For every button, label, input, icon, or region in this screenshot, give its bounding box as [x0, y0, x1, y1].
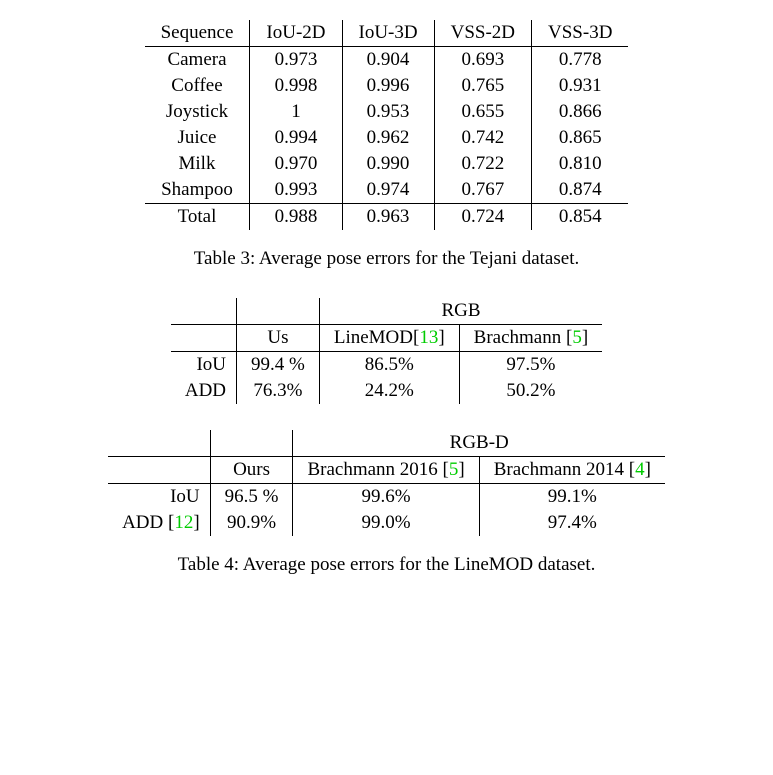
table-row: Joystick 1 0.953 0.655 0.866 — [145, 99, 629, 125]
citation-ref: 12 — [174, 512, 193, 533]
col-brachmann2016: Brachmann 2016 [5] — [293, 457, 479, 484]
table-row: Shampoo 0.993 0.974 0.767 0.874 — [145, 177, 629, 204]
cell: Milk — [145, 151, 250, 177]
cell: 0.931 — [532, 73, 629, 99]
row-label: ADD [12] — [108, 510, 210, 536]
group-header: RGB — [319, 298, 602, 325]
row-label: IoU — [108, 484, 210, 511]
cell: 0.854 — [532, 204, 629, 231]
table-total-row: Total 0.988 0.963 0.724 0.854 — [145, 204, 629, 231]
row-label: ADD — [171, 378, 237, 404]
cell: Juice — [145, 125, 250, 151]
col-vss2d: VSS-2D — [434, 20, 531, 47]
table4-caption: Table 4: Average pose errors for the Lin… — [30, 554, 743, 576]
citation-ref: 5 — [572, 327, 582, 348]
table-row: IoU 96.5 % 99.6% 99.1% — [108, 484, 665, 511]
col-brachmann2014: Brachmann 2014 [4] — [479, 457, 665, 484]
cell: Coffee — [145, 73, 250, 99]
table-header-row: Sequence IoU-2D IoU-3D VSS-2D VSS-3D — [145, 20, 629, 47]
cell: 0.724 — [434, 204, 531, 231]
linemod-rgb-table: RGB Us LineMOD[13] Brachmann [5] IoU 99.… — [171, 298, 602, 404]
col-iou2d: IoU-2D — [250, 20, 342, 47]
col-sequence: Sequence — [145, 20, 250, 47]
cell: 0.865 — [532, 125, 629, 151]
cell: 0.722 — [434, 151, 531, 177]
cell: 0.996 — [342, 73, 434, 99]
cell: Joystick — [145, 99, 250, 125]
row-label: IoU — [171, 352, 237, 379]
col-vss3d: VSS-3D — [532, 20, 629, 47]
cell: 0.953 — [342, 99, 434, 125]
tejani-table: Sequence IoU-2D IoU-3D VSS-2D VSS-3D Cam… — [145, 20, 629, 230]
cell: 86.5% — [319, 352, 459, 379]
col-us: Us — [237, 325, 320, 352]
linemod-rgbd-table: RGB-D Ours Brachmann 2016 [5] Brachmann … — [108, 430, 665, 536]
cell: 0.993 — [250, 177, 342, 204]
table-row: Coffee 0.998 0.996 0.765 0.931 — [145, 73, 629, 99]
cell: 90.9% — [210, 510, 293, 536]
cell: 0.655 — [434, 99, 531, 125]
cell: 0.974 — [342, 177, 434, 204]
cell: 99.0% — [293, 510, 479, 536]
cell: Camera — [145, 47, 250, 74]
cell: 0.866 — [532, 99, 629, 125]
table-row: ADD [12] 90.9% 99.0% 97.4% — [108, 510, 665, 536]
cell: 1 — [250, 99, 342, 125]
cell: 0.998 — [250, 73, 342, 99]
citation-ref: 5 — [449, 459, 459, 480]
cell: 0.962 — [342, 125, 434, 151]
group-header-row: RGB — [171, 298, 602, 325]
citation-ref: 4 — [635, 459, 645, 480]
cell: 50.2% — [459, 378, 602, 404]
cell: 0.994 — [250, 125, 342, 151]
cell: 99.1% — [479, 484, 665, 511]
cell: 0.963 — [342, 204, 434, 231]
col-ours: Ours — [210, 457, 293, 484]
cell: 99.6% — [293, 484, 479, 511]
cell: 0.765 — [434, 73, 531, 99]
cell: 0.990 — [342, 151, 434, 177]
cell: 96.5 % — [210, 484, 293, 511]
col-iou3d: IoU-3D — [342, 20, 434, 47]
col-brachmann: Brachmann [5] — [459, 325, 602, 352]
cell: 24.2% — [319, 378, 459, 404]
cell: 0.973 — [250, 47, 342, 74]
cell: 97.5% — [459, 352, 602, 379]
cell: 0.693 — [434, 47, 531, 74]
cell: Shampoo — [145, 177, 250, 204]
table-row: IoU 99.4 % 86.5% 97.5% — [171, 352, 602, 379]
col-label-row: Ours Brachmann 2016 [5] Brachmann 2014 [… — [108, 457, 665, 484]
cell: 99.4 % — [237, 352, 320, 379]
group-header: RGB-D — [293, 430, 665, 457]
cell: 0.874 — [532, 177, 629, 204]
cell: 0.778 — [532, 47, 629, 74]
table-row: ADD 76.3% 24.2% 50.2% — [171, 378, 602, 404]
col-linemod: LineMOD[13] — [319, 325, 459, 352]
cell: 0.904 — [342, 47, 434, 74]
cell: 0.970 — [250, 151, 342, 177]
cell: 76.3% — [237, 378, 320, 404]
group-header-row: RGB-D — [108, 430, 665, 457]
table3-caption: Table 3: Average pose errors for the Tej… — [30, 248, 743, 270]
cell: 0.742 — [434, 125, 531, 151]
cell: 97.4% — [479, 510, 665, 536]
citation-ref: 13 — [419, 327, 438, 348]
table-row: Milk 0.970 0.990 0.722 0.810 — [145, 151, 629, 177]
col-label-row: Us LineMOD[13] Brachmann [5] — [171, 325, 602, 352]
table-row: Camera 0.973 0.904 0.693 0.778 — [145, 47, 629, 74]
cell: 0.810 — [532, 151, 629, 177]
cell: Total — [145, 204, 250, 231]
table-row: Juice 0.994 0.962 0.742 0.865 — [145, 125, 629, 151]
cell: 0.767 — [434, 177, 531, 204]
cell: 0.988 — [250, 204, 342, 231]
